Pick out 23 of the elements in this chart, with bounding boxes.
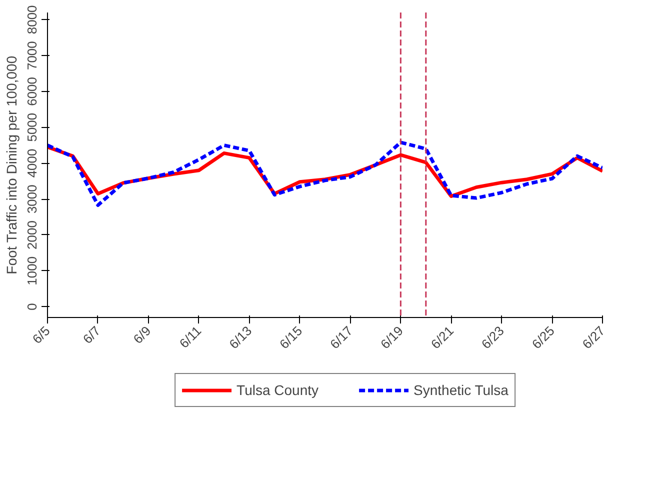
y-tick-label: 1000 — [24, 256, 40, 286]
y-tick-label: 2000 — [24, 220, 40, 250]
y-tick-label: 7000 — [24, 41, 40, 70]
x-tick-label: 6/15 — [276, 323, 306, 352]
y-tick-label: 8000 — [24, 5, 40, 34]
x-tick-label: 6/21 — [428, 323, 456, 352]
y-axis-title: Foot Traffic into Dining per 100,000 — [4, 56, 20, 274]
y-tick-label: 6000 — [24, 76, 40, 106]
line-series — [48, 140, 602, 207]
x-tick-label: 6/25 — [528, 323, 558, 352]
x-tick-label: 6/5 — [29, 323, 53, 347]
legend-label: Synthetic Tulsa — [414, 382, 508, 398]
x-tick-label: 6/11 — [176, 323, 204, 352]
x-tick-label: 6/7 — [80, 323, 104, 347]
y-tick-label: 0 — [24, 303, 40, 310]
y-tick-label: 3000 — [24, 184, 40, 214]
x-tick-label: 6/9 — [130, 323, 154, 347]
x-tick-label: 6/13 — [226, 323, 255, 352]
legend-label: Tulsa County — [236, 382, 319, 398]
y-tick-label: 4000 — [24, 148, 40, 178]
y-tick-label: 5000 — [24, 112, 40, 142]
x-tick-label: 6/23 — [478, 323, 507, 352]
x-tick-label: 6/19 — [377, 323, 406, 352]
